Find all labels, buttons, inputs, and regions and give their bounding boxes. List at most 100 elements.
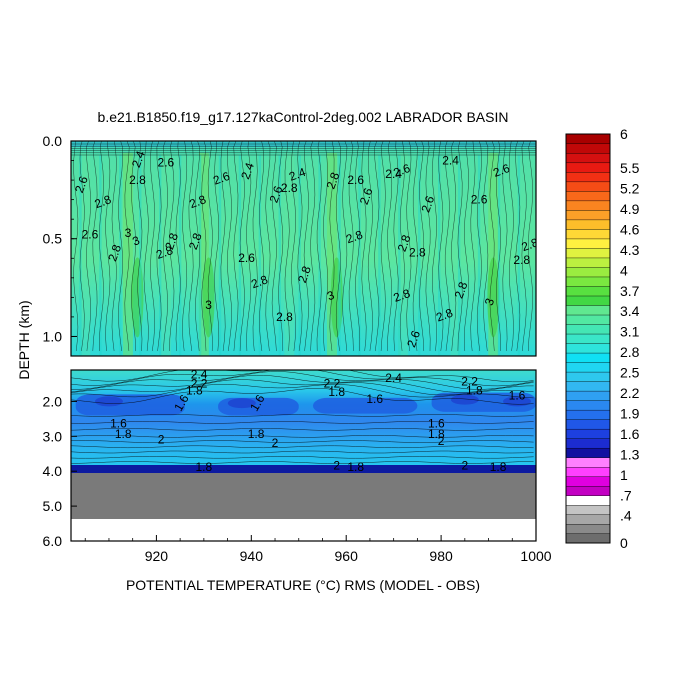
colorbar-label: 2.8: [620, 344, 640, 360]
lower-contour-label: 1.8: [490, 460, 507, 474]
upper-contour-label: 2.8: [344, 227, 365, 246]
upper-contour-label: 2.8: [129, 173, 146, 187]
upper-contour-label: 2.4: [385, 167, 402, 181]
y-tick-label: 2.0: [43, 393, 63, 409]
lower-contour-label: 1.6: [509, 389, 526, 403]
colorbar-swatch: [565, 390, 611, 401]
upper-contour-line: [303, 141, 309, 352]
upper-contour-line: [92, 141, 98, 352]
y-tick-label: 6.0: [43, 533, 63, 549]
upper-contour-label: 2.6: [158, 155, 175, 169]
upper-cool-column: [318, 155, 321, 356]
missing-region: [71, 519, 536, 541]
upper-cool-column: [178, 155, 182, 356]
upper-contour-label: 2.8: [93, 192, 114, 211]
upper-cool-column: [418, 155, 421, 356]
upper-cool-column: [358, 155, 361, 356]
lower-contour-label: 2: [333, 458, 340, 472]
upper-cool-column: [278, 155, 281, 356]
upper-contour-line: [489, 141, 495, 352]
upper-contour-line: [335, 141, 341, 352]
lower-contours: [71, 370, 534, 469]
y-tick-label: 5.0: [43, 498, 63, 514]
upper-contour-line: [137, 141, 143, 352]
colorbar-label: 2.5: [620, 365, 640, 381]
lower-contour-label: 1.8: [328, 385, 345, 399]
colorbar-label: 3.1: [620, 324, 640, 340]
upper-contour-line: [310, 141, 316, 352]
upper-contour-line: [169, 141, 175, 352]
upper-contour-line: [521, 141, 527, 352]
upper-contour-label: 2.4: [129, 149, 148, 170]
lower-contour-label: 2.4: [385, 371, 402, 385]
upper-contour-line: [143, 141, 149, 352]
lower-contour-label: 2.2: [461, 375, 478, 389]
upper-contour-line: [118, 141, 123, 352]
lower-contour-line: [71, 384, 534, 399]
upper-cool-column: [159, 155, 162, 356]
chart-title: b.e21.B1850.f19_g17.127kaControl-2deg.00…: [98, 109, 509, 125]
lower-blue-cores: [75, 392, 536, 416]
upper-cool-column: [378, 155, 381, 356]
lower-contour-line: [71, 428, 534, 431]
upper-contour-line: [515, 141, 521, 352]
lower-contour-line: [71, 371, 534, 390]
lower-contour-line: [71, 379, 534, 396]
colorbar-swatch: [565, 285, 611, 297]
upper-hot-spot: [487, 257, 500, 338]
upper-contour-label: 2.6: [392, 161, 413, 180]
colorbar-swatch: [565, 143, 611, 154]
colorbar-swatch: [565, 324, 611, 335]
upper-cool-column: [338, 155, 341, 356]
colorbar-swatch: [565, 257, 611, 268]
upper-contour-label: 3: [205, 298, 212, 312]
upper-contour-line: [451, 141, 457, 352]
upper-contour-line: [188, 141, 194, 352]
lower-contour-label: 1.8: [186, 383, 203, 397]
colorbar-label: 1.9: [620, 405, 640, 421]
lower-y-ticks: 2.0 3.0 4.0 5.0 6.0: [43, 393, 77, 549]
lower-contour-line: [71, 421, 534, 424]
colorbar-swatch: [565, 162, 611, 173]
colorbar-swatch: [565, 171, 611, 183]
upper-contour-line: [374, 141, 380, 352]
upper-contour-line: [150, 141, 155, 352]
x-tick-label: 980: [429, 548, 453, 564]
colorbar-boxes: [565, 133, 611, 544]
upper-contour-label: 2.8: [392, 286, 413, 305]
upper-contour-label: 2.6: [404, 328, 423, 349]
x-tick-label: 920: [145, 548, 169, 564]
lower-contour-label: 1.8: [115, 427, 132, 441]
upper-cool-column: [497, 155, 501, 356]
upper-warm-column: [488, 153, 499, 356]
upper-contour-line: [105, 141, 111, 352]
upper-contour-line: [361, 141, 367, 352]
upper-cool-column: [119, 155, 122, 356]
upper-warm-column: [160, 153, 171, 356]
upper-contour-line: [214, 141, 220, 352]
upper-contour-line: [124, 141, 130, 352]
lower-contour-label: 1.6: [366, 392, 383, 406]
upper-contour-line: [163, 141, 168, 352]
colorbar-swatch: [565, 228, 611, 240]
upper-contour-label: 2.8: [434, 306, 455, 325]
colorbar-label: 4.9: [620, 201, 640, 217]
upper-cool-column: [198, 155, 202, 356]
y-tick-label: 3.0: [43, 428, 63, 444]
upper-contour-label: 2.8: [249, 272, 270, 291]
colorbar-swatch: [565, 419, 611, 430]
colorbar-swatch: [565, 371, 611, 382]
colorbar-swatch: [565, 409, 611, 420]
upper-cool-column: [218, 155, 222, 356]
upper-contour-label: 2.8: [105, 242, 124, 263]
lower-contour-label: 2: [158, 432, 165, 446]
upper-contour-label: 2.6: [491, 161, 512, 180]
upper-contour-line: [464, 141, 469, 352]
upper-warm-column: [450, 153, 461, 356]
y-tick-label: 0.0: [43, 133, 63, 149]
upper-contour-label: 3: [131, 233, 142, 249]
upper-contour-line: [457, 141, 463, 352]
upper-cool-column: [517, 155, 521, 356]
lower-contour-label: 2: [461, 458, 468, 472]
upper-contour-line: [483, 141, 489, 352]
